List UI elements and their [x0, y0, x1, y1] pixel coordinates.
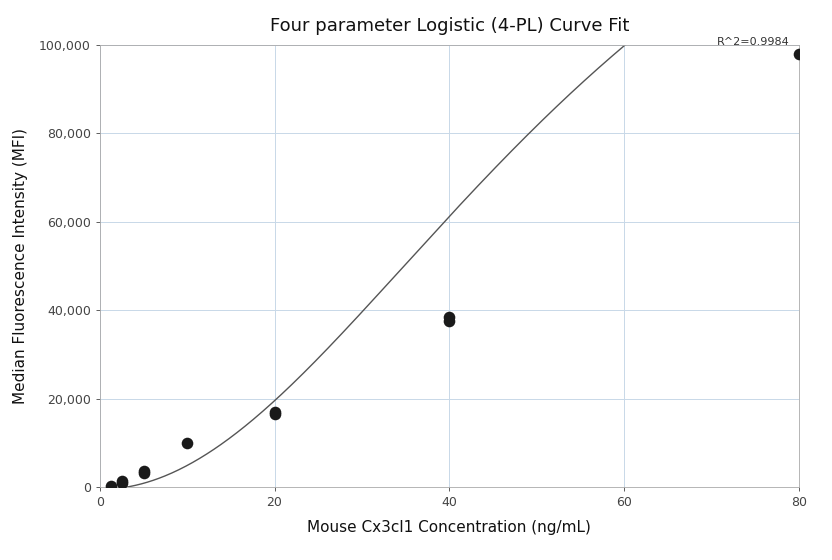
- Point: [115, 477, 128, 486]
- Point: [268, 408, 281, 417]
- Point: [136, 466, 151, 475]
- Point: [268, 410, 281, 419]
- Point: [104, 482, 117, 491]
- Point: [115, 479, 128, 488]
- Point: [443, 312, 456, 321]
- Point: [181, 438, 194, 447]
- Point: [443, 317, 456, 326]
- Y-axis label: Median Fluorescence Intensity (MFI): Median Fluorescence Intensity (MFI): [12, 128, 27, 404]
- Point: [792, 49, 805, 58]
- Title: Four parameter Logistic (4-PL) Curve Fit: Four parameter Logistic (4-PL) Curve Fit: [270, 17, 629, 35]
- Text: R^2=0.9984: R^2=0.9984: [717, 37, 790, 47]
- X-axis label: Mouse Cx3cl1 Concentration (ng/mL): Mouse Cx3cl1 Concentration (ng/mL): [307, 520, 592, 535]
- Point: [136, 469, 151, 478]
